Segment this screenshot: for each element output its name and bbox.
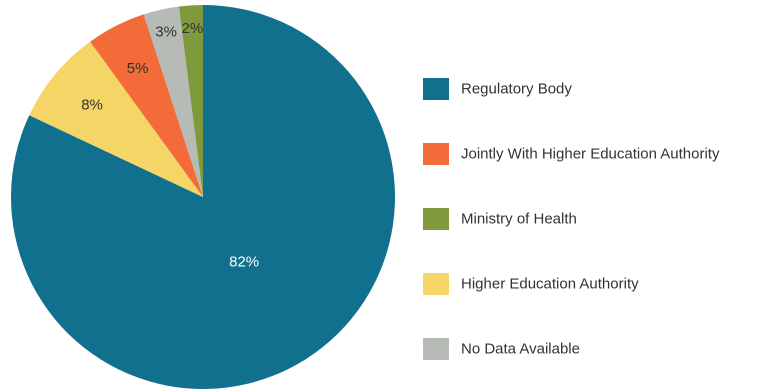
- pie-slice-higher-education-authority: [29, 41, 203, 197]
- legend-swatch-no-data-available: [423, 338, 449, 360]
- legend-swatch-ministry-of-health: [423, 208, 449, 230]
- legend-swatch-higher-education-authority: [423, 273, 449, 295]
- legend-label-regulatory-body: Regulatory Body: [461, 81, 572, 98]
- legend-label-jointly-with-higher-education-authority: Jointly With Higher Education Authority: [461, 146, 720, 163]
- slice-label-regulatory-body: 82%: [229, 253, 259, 270]
- pie-slice-ministry-of-health: [178, 4, 203, 197]
- slice-label-higher-education-authority: 8%: [81, 97, 103, 114]
- slice-label-jointly-with-higher-education-authority: 5%: [127, 60, 149, 77]
- pie-slice-no-data-available: [143, 6, 203, 198]
- slice-label-ministry-of-health: 2%: [182, 20, 204, 37]
- legend-label-no-data-available: No Data Available: [461, 341, 580, 358]
- legend-label-ministry-of-health: Ministry of Health: [461, 211, 577, 228]
- pie-slice-labels: 82% 8% 5% 3% 2%: [81, 20, 259, 270]
- legend-swatch-regulatory-body: [423, 78, 449, 100]
- legend-label-higher-education-authority: Higher Education Authority: [461, 276, 639, 293]
- slice-label-no-data-available: 3%: [155, 24, 177, 41]
- pie-slice-regulatory-body: [10, 5, 395, 389]
- legend-swatch-jointly-with-higher-education-authority: [423, 143, 449, 165]
- legend: Regulatory Body Jointly With Higher Educa…: [423, 78, 720, 360]
- pie-slice-jointly-with-higher-education-authority: [90, 14, 203, 198]
- pie-slices: [10, 4, 395, 389]
